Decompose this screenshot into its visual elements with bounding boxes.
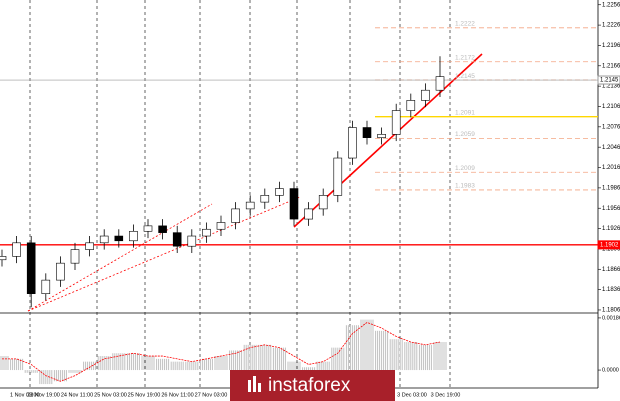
y-tick-label: 1.2136 xyxy=(602,84,620,90)
y-tick-label: 1.2076 xyxy=(602,124,620,130)
price-box xyxy=(597,240,620,250)
candle-body xyxy=(56,262,65,281)
x-tick-label: 27 Nov 03:00 xyxy=(195,392,228,398)
fib-label: 1.2145 xyxy=(455,73,475,80)
candle-body xyxy=(216,222,226,230)
y-tick-label: 1.2196 xyxy=(602,43,620,49)
fib-label: 1.2091 xyxy=(455,109,475,116)
fib-label: 1.2222 xyxy=(455,21,475,28)
y-tick-label: 1.1806 xyxy=(602,308,620,314)
x-tick-label: 26 Nov 11:00 xyxy=(161,392,193,398)
candle-body xyxy=(158,225,167,233)
fib-label: 1.2059 xyxy=(455,131,475,138)
candle-body xyxy=(12,242,21,257)
x-tick-label: 1 Nov 03:00 xyxy=(10,392,40,398)
candle-body xyxy=(421,89,430,101)
candle-body xyxy=(172,232,182,247)
candle-body xyxy=(99,235,109,244)
candle-body xyxy=(304,208,313,220)
signal-line xyxy=(2,321,441,382)
candle-body xyxy=(245,201,255,210)
candle-body xyxy=(70,249,80,264)
candle-body xyxy=(377,133,386,138)
y-tick-label: 1.2166 xyxy=(602,63,620,69)
price-box-label: 1.1902 xyxy=(600,242,619,248)
y-tick-label: 1.2226 xyxy=(602,23,620,29)
candle-body xyxy=(187,235,197,247)
candle-body xyxy=(362,127,372,138)
y-tick-label: 1.2046 xyxy=(602,145,620,151)
y-tick-label: 1.1896 xyxy=(602,246,620,252)
candle-body xyxy=(435,76,445,91)
candle-body xyxy=(0,256,7,261)
candle-body xyxy=(129,230,138,242)
candle-body xyxy=(41,279,51,294)
candle-body xyxy=(289,188,299,220)
y-tick-label: 1.1956 xyxy=(602,206,620,212)
fib-label: 1.1983 xyxy=(455,183,475,190)
candle-body xyxy=(260,195,270,203)
price-box xyxy=(597,75,620,85)
watermark-box xyxy=(230,370,395,401)
watermark-icon xyxy=(248,376,261,392)
candle-body xyxy=(143,225,153,232)
candle-body xyxy=(114,235,124,242)
x-tick-label: 3 Dec 03:00 xyxy=(397,392,427,398)
candle-body xyxy=(391,110,401,135)
y-tick-label: 0.0000 xyxy=(602,368,619,374)
y-tick-label: 1.2256 xyxy=(602,2,620,8)
x-tick-label: 25 Nov 19:00 xyxy=(128,392,161,398)
y-tick-label: 1.1836 xyxy=(602,287,620,293)
watermark: instaforex xyxy=(268,375,351,396)
x-tick-label: 23 Nov 19:00 xyxy=(27,392,60,398)
candle-body xyxy=(26,242,36,294)
x-tick-label: 25 Nov 03:00 xyxy=(94,392,127,398)
x-tick-label: 3 Dec 19:00 xyxy=(431,392,461,398)
candle-body xyxy=(202,228,211,237)
x-tick-label: 24 Nov 11:00 xyxy=(61,392,93,398)
candle-body xyxy=(85,242,94,250)
y-tick-label: 1.1986 xyxy=(602,185,620,191)
candle-body xyxy=(333,157,343,196)
candle-body xyxy=(231,208,240,223)
y-tick-label: 1.1926 xyxy=(602,226,620,232)
y-tick-label: 1.1866 xyxy=(602,267,620,273)
candle-body xyxy=(348,127,357,159)
candle-body xyxy=(275,188,284,196)
fib-label: 1.2009 xyxy=(455,165,475,172)
price-box-label: 1.2145 xyxy=(600,78,619,84)
y-tick-label: 0.00186 xyxy=(602,315,620,321)
fib-label: 1.2172 xyxy=(455,54,475,61)
candle-body xyxy=(318,195,328,210)
candle-body xyxy=(406,100,416,111)
y-tick-label: 1.2106 xyxy=(602,104,620,110)
y-tick-label: 1.2016 xyxy=(602,165,620,171)
